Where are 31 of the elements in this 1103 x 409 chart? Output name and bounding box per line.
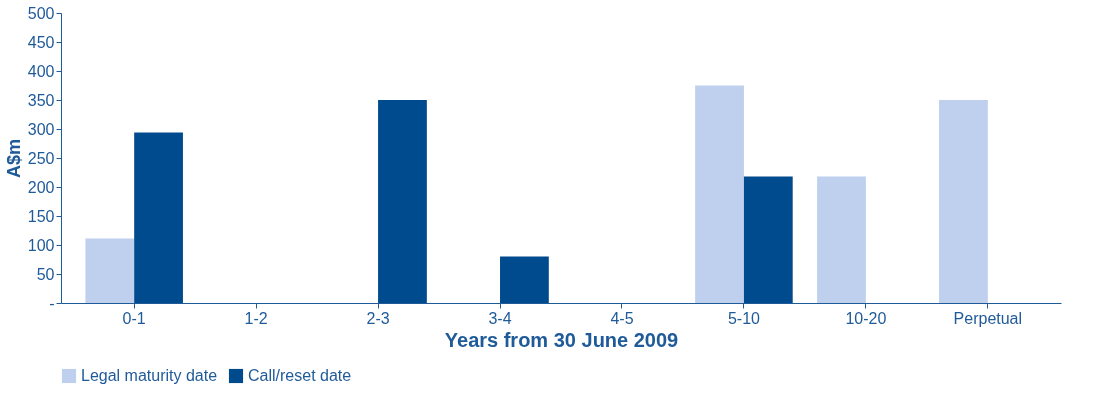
y-tick-label: 250 — [27, 149, 55, 167]
bar — [500, 256, 549, 303]
x-tick-label: 4-5 — [610, 309, 634, 327]
y-tick-label: 450 — [27, 33, 55, 51]
bar — [817, 176, 866, 303]
y-tick-label: 150 — [27, 207, 55, 225]
x-tick-label: 2-3 — [366, 309, 390, 327]
y-tick-label: 500 — [27, 4, 55, 22]
y-tick-label: - — [49, 294, 55, 312]
x-tick-label: 0-1 — [122, 309, 146, 327]
y-tick-label: 300 — [27, 120, 55, 138]
bar — [939, 100, 988, 303]
y-tick-label: 350 — [27, 91, 55, 109]
y-tick-label: 100 — [27, 236, 55, 254]
x-tick-label: 10-20 — [845, 309, 887, 327]
x-tick-label: 3-4 — [488, 309, 512, 327]
x-tick-label: 1-2 — [244, 309, 268, 327]
x-tick-label: 5-10 — [727, 309, 761, 327]
y-tick-label: 400 — [27, 62, 55, 80]
y-tick-label: 200 — [27, 178, 55, 196]
bar — [743, 176, 793, 303]
legend-label: Legal maturity date — [81, 367, 218, 384]
y-tick-label: 50 — [36, 265, 55, 283]
y-axis-title: A$m — [3, 138, 24, 179]
bar — [134, 132, 183, 303]
x-axis-title: Years from 30 June 2009 — [444, 328, 679, 351]
bar — [85, 238, 135, 303]
bar — [695, 85, 744, 303]
bar — [378, 100, 427, 303]
x-tick-label: Perpetual — [953, 309, 1023, 327]
legend-label: Call/reset date — [248, 367, 352, 384]
